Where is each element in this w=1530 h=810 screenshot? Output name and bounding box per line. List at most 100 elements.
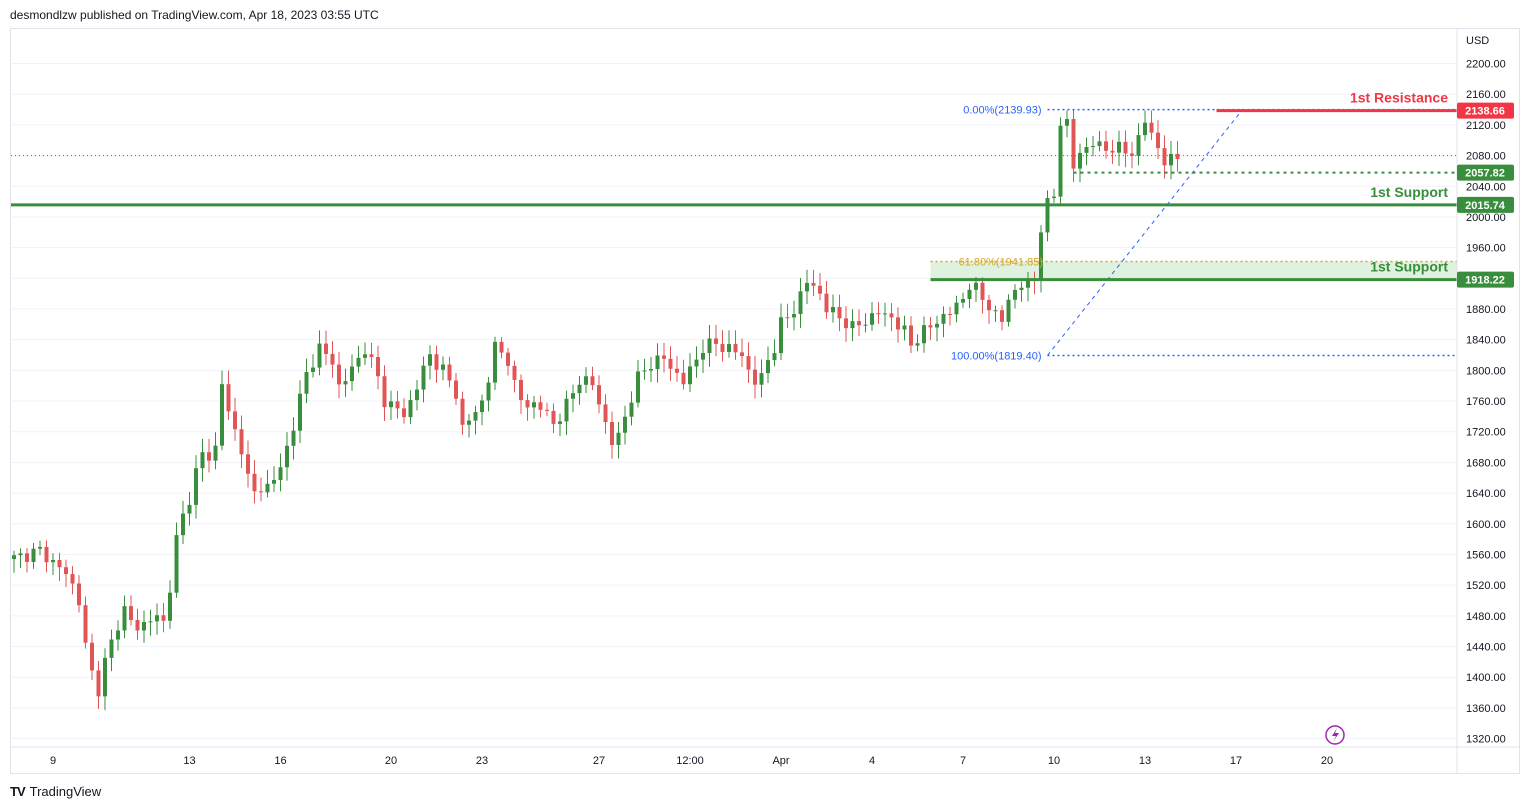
candle-body	[83, 605, 88, 643]
candle-body	[213, 445, 218, 461]
candle-body	[1019, 287, 1024, 290]
y-tick-label: 1440.00	[1466, 642, 1506, 654]
candle-body	[109, 639, 114, 658]
key-level-name: 1st Support	[1370, 259, 1448, 275]
candle-body	[285, 445, 289, 468]
candle-body	[993, 310, 998, 312]
candle-body	[57, 559, 62, 568]
tradingview-label: TradingView	[29, 784, 102, 799]
candle-body	[590, 376, 595, 386]
candle-body	[415, 389, 419, 401]
y-tick-label: 2120.00	[1466, 120, 1506, 132]
candle-body	[857, 321, 861, 326]
candle-body	[168, 592, 172, 621]
candle-body	[70, 574, 75, 584]
candle-body	[987, 299, 991, 311]
candle-body	[454, 380, 458, 399]
candle-body	[792, 314, 796, 318]
candle-body	[759, 373, 764, 385]
fib-trend-line	[1047, 109, 1243, 356]
candle-body	[382, 376, 387, 408]
candle-body	[434, 354, 439, 370]
candle-body	[1084, 147, 1089, 153]
candle-body	[811, 282, 816, 286]
candle-body	[629, 402, 634, 417]
candle-body	[889, 313, 894, 318]
price-tag-support-2: 1918.22	[1465, 275, 1505, 287]
candle-body	[44, 546, 49, 563]
candle-body	[727, 344, 731, 352]
candle-body	[363, 354, 367, 358]
y-tick-label: 1520.00	[1466, 580, 1506, 592]
candle-body	[753, 369, 757, 385]
candle-body	[948, 313, 952, 315]
candle-body	[142, 621, 146, 631]
currency-label: USD	[1466, 35, 1489, 47]
y-tick-label: 1600.00	[1466, 519, 1506, 531]
candle-body	[441, 364, 445, 370]
candle-body	[740, 352, 744, 357]
candle-body	[831, 307, 835, 313]
candle-body	[1045, 197, 1050, 233]
candle-body	[785, 317, 790, 319]
candle-body	[1000, 310, 1004, 322]
candle-body	[558, 421, 562, 424]
candle-body	[1104, 141, 1108, 151]
candle-body	[428, 354, 432, 366]
candle-body	[220, 384, 224, 446]
candle-body	[356, 357, 361, 367]
candle-body	[96, 670, 101, 697]
candle-body	[1013, 289, 1017, 300]
candle-body	[207, 452, 211, 461]
candle-body	[395, 401, 400, 409]
candle-body	[597, 385, 601, 405]
candle-body	[343, 381, 348, 385]
flash-icon[interactable]	[1325, 725, 1345, 745]
fib-level-label: 61.80%(1941.85)	[959, 257, 1043, 269]
y-tick-label: 2160.00	[1466, 89, 1506, 101]
candle-body	[733, 344, 738, 353]
key-level-name: 1st Resistance	[1350, 90, 1448, 106]
candle-body	[148, 621, 153, 623]
y-tick-label: 1560.00	[1466, 549, 1506, 561]
candle-body	[1143, 122, 1147, 136]
candle-body	[512, 365, 517, 380]
candle-body	[129, 606, 133, 621]
candle-body	[1156, 132, 1160, 149]
candle-body	[77, 583, 81, 606]
candle-body	[746, 356, 751, 370]
y-tick-label: 2000.00	[1466, 212, 1506, 224]
y-tick-label: 2200.00	[1466, 59, 1506, 71]
candle-body	[935, 323, 939, 328]
candle-body	[90, 642, 94, 671]
candle-body	[850, 321, 855, 329]
candle-body	[967, 289, 972, 299]
candle-body	[675, 368, 679, 373]
price-tag-support-2-bg	[1457, 271, 1514, 288]
candle-body	[928, 325, 933, 328]
y-tick-label: 1720.00	[1466, 427, 1506, 439]
axes: USD2200.002160.002120.002080.002040.0020…	[11, 29, 1519, 773]
candle-body	[694, 359, 699, 367]
chart-frame[interactable]	[10, 28, 1520, 774]
x-tick-label: 13	[1139, 755, 1151, 767]
candle-body	[1149, 122, 1154, 133]
candle-body	[974, 282, 978, 290]
candle-body	[876, 313, 881, 315]
price-tag-support-1: 2015.74	[1465, 200, 1506, 212]
candle-body	[922, 325, 926, 344]
candle-body	[655, 355, 660, 370]
candle-body	[233, 411, 237, 430]
candle-body	[902, 325, 907, 330]
candle-body	[1052, 196, 1056, 198]
candle-body	[961, 298, 965, 303]
candle-body	[317, 343, 322, 368]
candle-body	[636, 371, 640, 403]
key-level-name: 1st Support	[1370, 184, 1448, 200]
candle-body	[1071, 119, 1076, 169]
candle-body	[1039, 232, 1043, 281]
y-tick-label: 1800.00	[1466, 365, 1506, 377]
price-tag-current: 2057.82	[1465, 168, 1505, 180]
x-tick-label: 10	[1048, 755, 1060, 767]
